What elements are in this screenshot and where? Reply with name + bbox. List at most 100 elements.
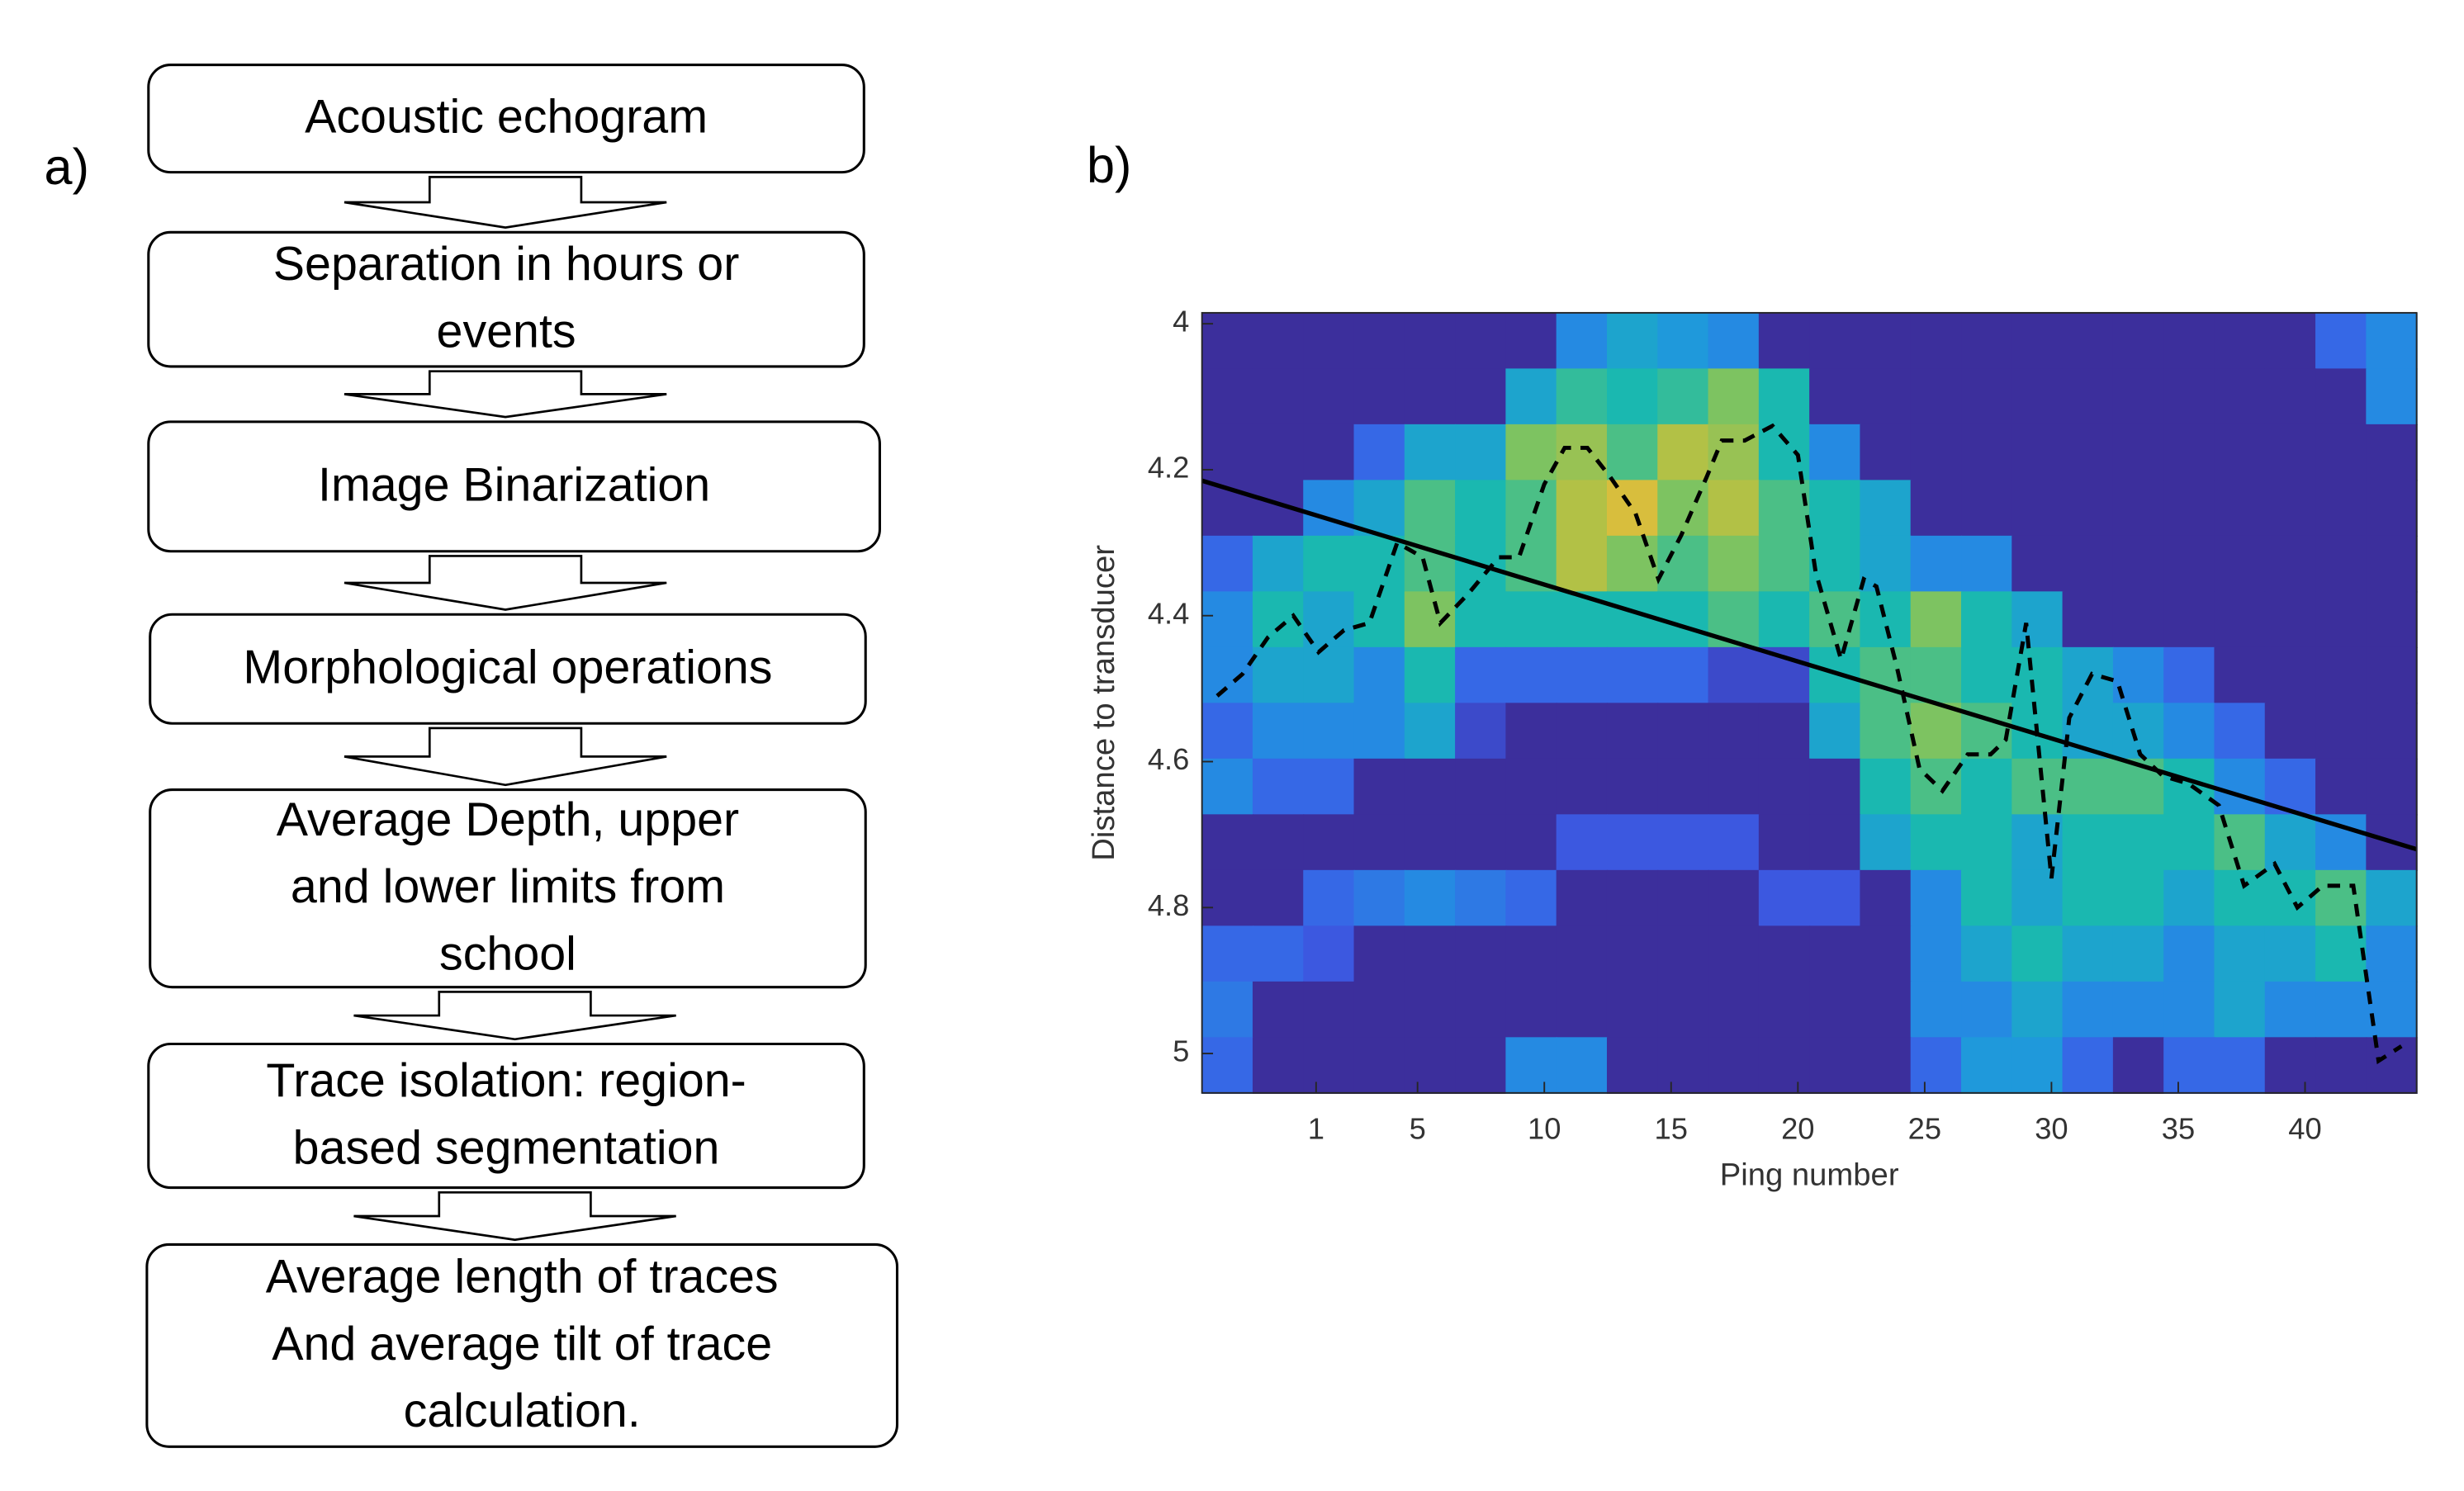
heatmap-cell [2062, 535, 2115, 593]
heatmap-cell [1758, 591, 1811, 649]
heatmap-cell [1455, 925, 1507, 982]
heatmap-cell [1556, 703, 1609, 760]
heatmap-cell [1657, 312, 1709, 370]
flow-arrow [353, 991, 676, 1041]
heatmap-cell [1201, 814, 1254, 871]
heatmap-cell [2112, 591, 2165, 649]
heatmap-cell [1303, 535, 1355, 593]
heatmap-cell [1201, 981, 1254, 1039]
trace-line [1215, 423, 2403, 1065]
heatmap-cell [2366, 925, 2418, 982]
heatmap-cell [1353, 981, 1405, 1039]
heatmap-cell [2163, 981, 2215, 1039]
heatmap-cell [1505, 424, 1557, 481]
heatmap-cell [1860, 312, 1912, 370]
heatmap-cell [1556, 480, 1609, 537]
heatmap-cell [2062, 312, 2115, 370]
heatmap-cell [2163, 480, 2215, 537]
heatmap-cell [2315, 368, 2367, 426]
heatmap-cell [1455, 424, 1507, 481]
heatmap-cell [1758, 925, 1811, 982]
flow-box [147, 420, 881, 553]
heatmap-cell [2366, 703, 2418, 760]
heatmap-cell [1252, 869, 1305, 927]
heatmap-cell [2112, 814, 2165, 871]
heatmap-cell [1657, 758, 1709, 816]
heatmap-cell [1556, 368, 1609, 426]
heatmap-cell [1505, 703, 1557, 760]
heatmap-cell [1505, 925, 1557, 982]
heatmap-cell [1505, 814, 1557, 871]
heatmap-cell [2011, 480, 2064, 537]
heatmap-cell [1303, 814, 1355, 871]
heatmap-cell [1303, 981, 1355, 1039]
heatmap-cell [2163, 869, 2215, 927]
heatmap-cell [1556, 925, 1609, 982]
heatmap-cell [1505, 591, 1557, 649]
heatmap-cell [1252, 368, 1305, 426]
heatmap-cell [1961, 814, 2013, 871]
heatmap-cell [1758, 368, 1811, 426]
flow-arrow [344, 370, 667, 419]
heatmap-cell [2315, 869, 2367, 927]
heatmap-cell [2264, 925, 2317, 982]
heatmap-cell [2011, 312, 2064, 370]
heatmap-cell [2214, 981, 2266, 1039]
heatmap-cell [1606, 646, 1659, 704]
heatmap-cell [2011, 758, 2064, 816]
heatmap-cell [1657, 925, 1709, 982]
y-axis-label: Distance to transducer [1086, 545, 1121, 861]
heatmap-cell [2264, 535, 2317, 593]
heatmap-cell [1758, 869, 1811, 927]
heatmap-cell [1708, 981, 1760, 1039]
heatmap-cell [2163, 368, 2215, 426]
heatmap-cell [2062, 480, 2115, 537]
heatmap-cell [1860, 981, 1912, 1039]
heatmap-cell [2366, 480, 2418, 537]
flow-text: and lower limits from [291, 860, 725, 913]
heatmap-cell [1708, 312, 1760, 370]
heatmap-cell [1404, 480, 1457, 537]
heatmap-cell [2366, 312, 2418, 370]
heatmap-cell [2163, 535, 2215, 593]
flow-text: Trace isolation: region- [266, 1054, 746, 1107]
heatmap-cell [1606, 535, 1659, 593]
heatmap-cell [1404, 368, 1457, 426]
heatmap-cell [1505, 869, 1557, 927]
heatmap-cell [2366, 1037, 2418, 1094]
heatmap-cell [1606, 703, 1659, 760]
heatmap-cell [2214, 424, 2266, 481]
heatmap-cell [2315, 758, 2367, 816]
heatmap-cell [1353, 925, 1405, 982]
heatmap-cell [2315, 424, 2367, 481]
heatmap-cell [2214, 925, 2266, 982]
heatmap-cell [2011, 1037, 2064, 1094]
heatmap-cell [1708, 1037, 1760, 1094]
heatmap-cell [1657, 1037, 1709, 1094]
heatmap-cell [1758, 1037, 1811, 1094]
heatmap-cell [2264, 480, 2317, 537]
heatmap-cell [1708, 925, 1760, 982]
y-tick-label: 4 [1173, 305, 1189, 338]
heatmap-cell [2366, 591, 2418, 649]
heatmap-cell [1860, 925, 1912, 982]
heatmap-cell [2214, 814, 2266, 871]
heatmap-cell [1455, 703, 1507, 760]
heatmap-cell [2011, 981, 2064, 1039]
fit-line [1201, 478, 2417, 852]
heatmap-cell [1201, 424, 1254, 481]
heatmap-cell [1353, 1037, 1405, 1094]
heatmap-cell [2264, 703, 2317, 760]
heatmap-cell [1556, 869, 1609, 927]
heatmap-cell [1657, 981, 1709, 1039]
heatmap-cell [1455, 480, 1507, 537]
heatmap-cell [1252, 925, 1305, 982]
flow-text: Image Binarization [318, 458, 710, 511]
heatmap-cell [2062, 368, 2115, 426]
heatmap-cell [2366, 535, 2418, 593]
heatmap-cell [1860, 535, 1912, 593]
heatmap-cell [1961, 424, 2013, 481]
heatmap-cell [2163, 814, 2215, 871]
flow-text: Average length of traces [266, 1251, 779, 1304]
